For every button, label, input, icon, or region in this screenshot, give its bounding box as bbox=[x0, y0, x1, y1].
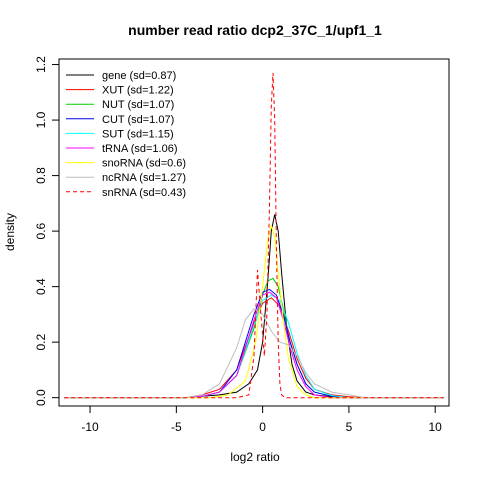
series-line-8 bbox=[64, 72, 444, 399]
x-axis-label: log2 ratio bbox=[230, 450, 280, 464]
x-tick-label: 10 bbox=[429, 420, 443, 434]
chart-title: number read ratio dcp2_37C_1/upf1_1 bbox=[128, 22, 382, 38]
legend-label: CUT (sd=1.07) bbox=[102, 114, 174, 126]
series-line-6 bbox=[64, 223, 444, 399]
x-axis: -10 -5 0 5 10 bbox=[81, 405, 443, 434]
y-tick-label: 0.6 bbox=[34, 222, 48, 239]
series-line-3 bbox=[64, 288, 444, 399]
legend-label: tRNA (sd=1.06) bbox=[102, 143, 178, 155]
y-tick-label: 0.4 bbox=[34, 278, 48, 295]
x-tick-label: 5 bbox=[346, 420, 353, 434]
legend: gene (sd=0.87) XUT (sd=1.22) NUT (sd=1.07)… bbox=[66, 70, 186, 199]
series-line-5 bbox=[64, 291, 444, 399]
x-tick-label: -5 bbox=[171, 420, 182, 434]
legend-label: gene (sd=0.87) bbox=[102, 70, 176, 82]
series-line-7 bbox=[64, 308, 444, 399]
series-line-0 bbox=[64, 214, 444, 399]
y-axis: 0.0 0.2 0.4 0.6 0.8 1.0 1.2 bbox=[34, 56, 60, 406]
series-line-2 bbox=[64, 277, 444, 399]
x-tick-label: 0 bbox=[259, 420, 266, 434]
y-axis-label: density bbox=[3, 213, 17, 251]
y-tick-label: 0.2 bbox=[34, 333, 48, 350]
legend-label: snoRNA (sd=0.6) bbox=[102, 158, 186, 170]
x-tick-label: -10 bbox=[81, 420, 99, 434]
y-tick-label: 1.2 bbox=[34, 56, 48, 73]
y-tick-label: 0.8 bbox=[34, 167, 48, 184]
legend-label: NUT (sd=1.07) bbox=[102, 99, 174, 111]
y-tick-label: 0.0 bbox=[34, 389, 48, 406]
legend-label: snRNA (sd=0.43) bbox=[102, 187, 186, 199]
legend-label: XUT (sd=1.22) bbox=[102, 85, 174, 97]
plot-area bbox=[64, 72, 444, 399]
y-tick-label: 1.0 bbox=[34, 111, 48, 128]
legend-label: SUT (sd=1.15) bbox=[102, 128, 174, 140]
legend-label: ncRNA (sd=1.27) bbox=[102, 172, 186, 184]
